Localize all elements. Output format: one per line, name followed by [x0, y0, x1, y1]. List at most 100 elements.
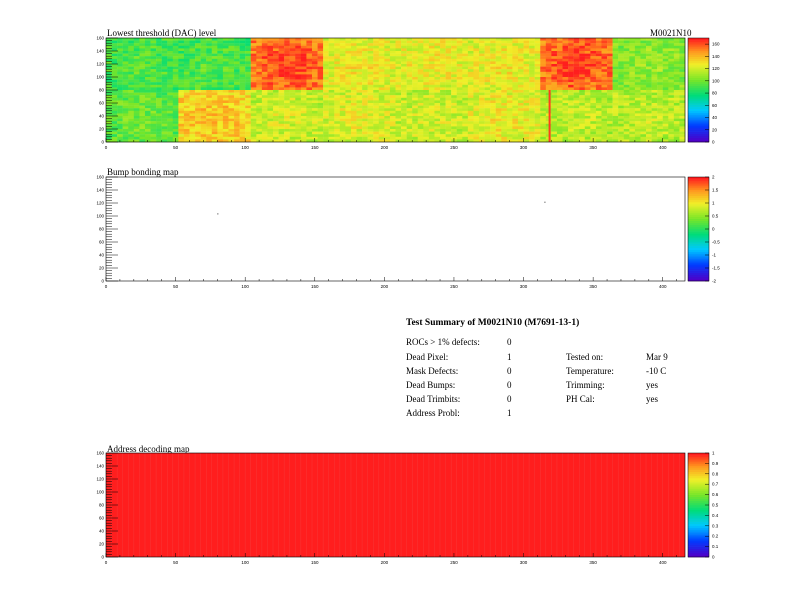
x-tick-label: 300 — [520, 284, 528, 289]
colorbar-band — [688, 201, 709, 205]
colorbar-band — [688, 515, 709, 518]
x-tick-label: 350 — [589, 560, 597, 565]
temperature-label: Temperature: — [566, 366, 614, 376]
dead-pixel-value: 1 — [507, 352, 512, 362]
colorbar-band — [688, 457, 709, 460]
x-tick-label: 200 — [381, 560, 389, 565]
colorbar-band — [688, 199, 709, 203]
colorbar-band — [688, 507, 709, 510]
x-tick-label: 400 — [659, 560, 667, 565]
summary-heading: Test Summary of M0021N10 (M7691-13-1) — [406, 318, 580, 328]
y-tick-label: 120 — [96, 201, 104, 206]
colorbar-band — [688, 102, 709, 105]
x-tick-label: 100 — [241, 560, 249, 565]
colorbar-band — [688, 488, 709, 491]
colorbar-band — [688, 185, 709, 188]
y-tick-label: 40 — [99, 253, 105, 258]
colorbar-band — [688, 79, 709, 82]
hot-column — [548, 90, 551, 142]
colorbar-band — [688, 525, 709, 529]
colorbar-tick-label: 60 — [712, 103, 718, 108]
y-tick-label: 120 — [96, 62, 104, 67]
colorbar-band — [688, 492, 709, 495]
temperature-value: -10 C — [646, 366, 667, 376]
colorbar-tick-label: 20 — [712, 127, 718, 132]
module-id-label: M0021N10 — [650, 28, 692, 38]
colorbar-band — [688, 226, 709, 230]
colorbar-band — [688, 251, 709, 255]
colorbar-tick-label: 0.9 — [712, 461, 719, 466]
colorbar-band — [688, 534, 709, 537]
colorbar-band — [688, 461, 709, 464]
colorbar-band — [688, 538, 709, 541]
colorbar-tick-label: -1 — [712, 253, 716, 258]
colorbar-band — [688, 87, 709, 91]
colorbar-band — [688, 177, 709, 180]
colorbar-band — [688, 58, 709, 62]
x-tick-label: 300 — [520, 145, 528, 150]
colorbar-tick-label: 0.8 — [712, 471, 719, 476]
colorbar-band — [688, 65, 709, 68]
dead-trimbits-value: 0 — [507, 394, 512, 404]
colorbar-band — [688, 260, 709, 263]
colorbar-band — [688, 216, 709, 219]
y-tick-label: 160 — [96, 175, 104, 180]
colorbar-band — [688, 214, 709, 217]
x-tick-label: 0 — [105, 145, 108, 150]
colorbar-band — [688, 247, 709, 251]
colorbar-band — [688, 42, 709, 45]
colorbar-tick-label: -2 — [712, 279, 716, 284]
y-tick-label: 80 — [99, 227, 105, 232]
x-tick-label: 200 — [381, 284, 389, 289]
y-tick-label: 140 — [96, 464, 104, 469]
colorbar-band — [688, 546, 709, 549]
x-tick-label: 250 — [450, 145, 458, 150]
colorbar-tick-label: 120 — [712, 66, 720, 71]
colorbar-band — [688, 77, 709, 80]
colorbar-band — [688, 117, 709, 120]
bump-defect-point — [217, 213, 219, 215]
colorbar-band — [688, 46, 709, 49]
colorbar-tick-label: 0.6 — [712, 492, 719, 497]
x-tick-label: 50 — [173, 560, 179, 565]
dead-pixel-label: Dead Pixel: — [406, 352, 449, 362]
colorbar-band — [688, 486, 709, 489]
colorbar-band — [688, 181, 709, 184]
colorbar-band — [688, 459, 709, 462]
colorbar-band — [688, 544, 709, 547]
colorbar-band — [688, 239, 709, 242]
y-tick-label: 80 — [99, 503, 105, 508]
colorbar-band — [688, 179, 709, 182]
colorbar-band — [688, 455, 709, 458]
dead-bumps-value: 0 — [507, 380, 512, 390]
colorbar-band — [688, 475, 709, 479]
colorbar-band — [688, 96, 709, 99]
colorbar-band — [688, 519, 709, 522]
tested-on-value: Mar 9 — [646, 352, 668, 362]
colorbar-band — [688, 208, 709, 211]
colorbar-band — [688, 54, 709, 58]
colorbar-band — [688, 90, 709, 93]
colorbar-band — [688, 276, 709, 280]
colorbar-band — [688, 125, 709, 128]
colorbar-band — [688, 62, 709, 66]
colorbar-tick-label: 0.2 — [712, 534, 719, 539]
colorbar-band — [688, 183, 709, 186]
colorbar-band — [688, 129, 709, 132]
colorbar-band — [688, 241, 709, 244]
threshold-heatmap: 0 50 100 150 200 250 300 350 4000204060801001201… — [96, 36, 720, 151]
colorbar-band — [688, 67, 709, 70]
colorbar-band — [688, 266, 709, 269]
colorbar-band — [688, 206, 709, 209]
threshold-cells — [106, 38, 686, 143]
colorbar-band — [688, 193, 709, 197]
colorbar-band — [688, 40, 709, 43]
x-tick-label: 400 — [659, 284, 667, 289]
x-tick-label: 200 — [381, 145, 389, 150]
colorbar-band — [688, 529, 709, 533]
x-tick-label: 50 — [173, 284, 179, 289]
colorbar-band — [688, 262, 709, 265]
colorbar-band — [688, 127, 709, 130]
panel1-title: Lowest threshold (DAC) level — [107, 28, 217, 38]
panel3-title: Address decoding map — [107, 444, 190, 454]
